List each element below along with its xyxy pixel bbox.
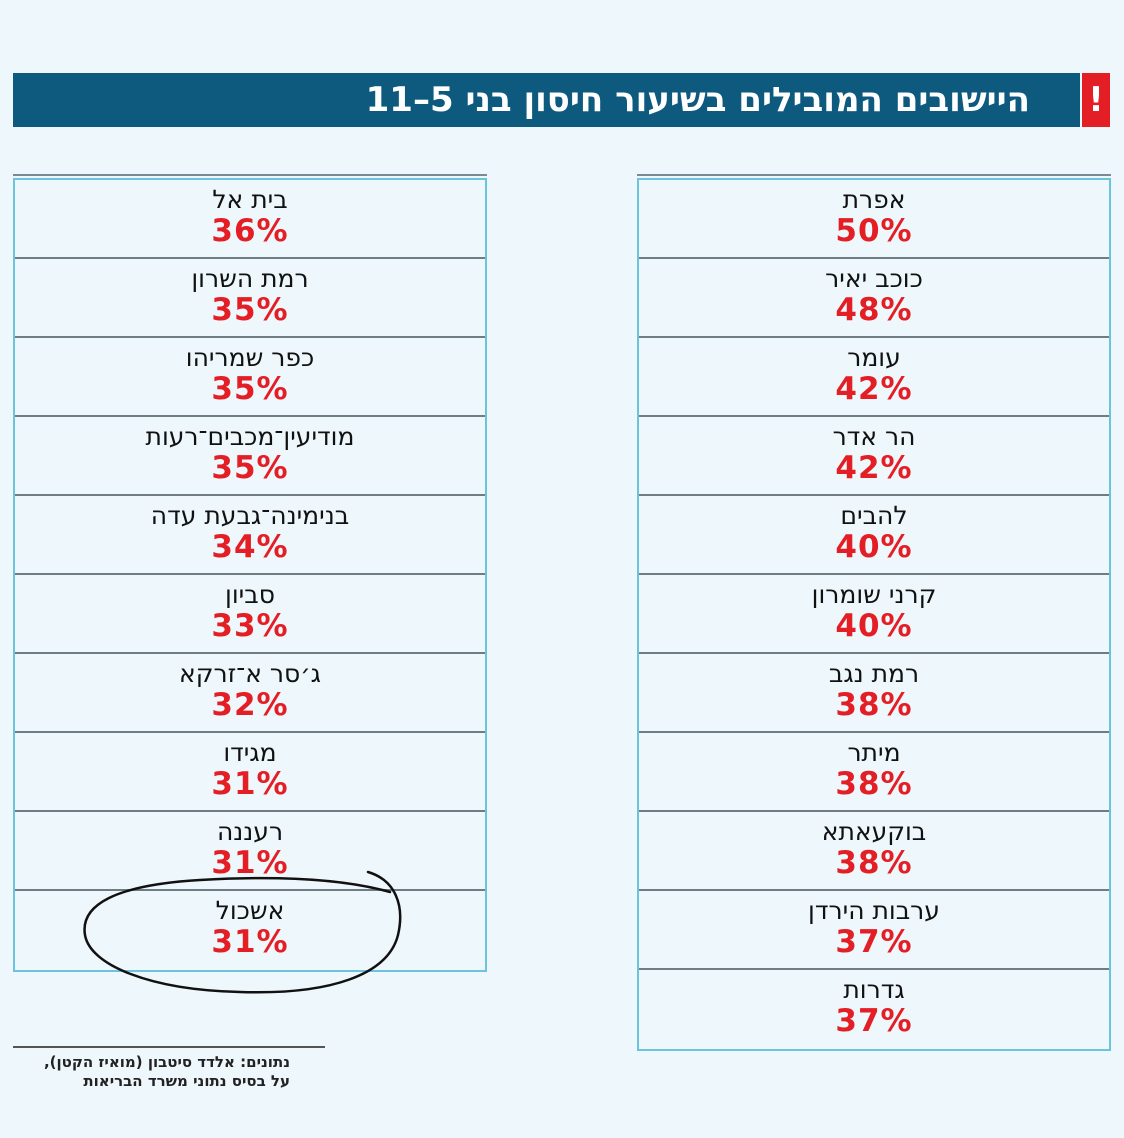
table-row: בית אל 36% xyxy=(15,180,485,259)
table-row: ג׳סר א־זרקא 32% xyxy=(15,654,485,733)
vaccination-rate: 42% xyxy=(835,371,913,407)
vaccination-rate: 31% xyxy=(211,924,289,960)
table-row: הר אדר 42% xyxy=(639,417,1109,496)
table-row: עומר 42% xyxy=(639,338,1109,417)
source-line: על בסיס נתוני משרד הבריאות xyxy=(83,1072,290,1090)
table-row: רמת נגב 38% xyxy=(639,654,1109,733)
locality-name: בית אל xyxy=(212,185,288,214)
locality-name: מיתר xyxy=(847,738,901,767)
vaccination-rate: 32% xyxy=(211,687,289,723)
table-row: כוכב יאיר 48% xyxy=(639,259,1109,338)
vaccination-rate: 37% xyxy=(835,924,913,960)
vaccination-rate: 48% xyxy=(835,292,913,328)
left-table: בית אל 36% רמת השרון 35% כפר שמריהו 35% מודיעי… xyxy=(13,174,487,972)
locality-name: קרני שומרון xyxy=(811,580,937,609)
table-row: ערבות הירדן 37% xyxy=(639,891,1109,970)
locality-name: בנימינה־גבעת עדה xyxy=(150,501,350,530)
table-row: מגידו 31% xyxy=(15,733,485,812)
table-row: מיתר 38% xyxy=(639,733,1109,812)
table-row: מודיעין־מכבים־רעות 35% xyxy=(15,417,485,496)
vaccination-rate: 35% xyxy=(211,371,289,407)
table-row: בנימינה־גבעת עדה 34% xyxy=(15,496,485,575)
locality-name: הר אדר xyxy=(832,422,916,451)
vaccination-rate: 38% xyxy=(835,687,913,723)
vaccination-rate: 34% xyxy=(211,529,289,565)
locality-name: סביון xyxy=(225,580,275,609)
vaccination-rate: 31% xyxy=(211,766,289,802)
vaccination-rate: 33% xyxy=(211,608,289,644)
locality-name: אפרת xyxy=(842,185,906,214)
table-row: להבים 40% xyxy=(639,496,1109,575)
table-row: בוקעאתא 38% xyxy=(639,812,1109,891)
right-table: אפרת 50% כוכב יאיר 48% עומר 42% הר אדר 42% להבים… xyxy=(637,174,1111,1051)
table-row: גדרות 37% xyxy=(639,970,1109,1049)
header-title: היישובים המובילים בשיעור חיסון בני 5–11 xyxy=(13,73,1080,127)
vaccination-rate: 38% xyxy=(835,766,913,802)
locality-name: ג׳סר א־זרקא xyxy=(179,659,321,688)
alert-icon: ! xyxy=(1082,73,1110,127)
vaccination-rate: 42% xyxy=(835,450,913,486)
vaccination-rate: 38% xyxy=(835,845,913,881)
vaccination-rate: 37% xyxy=(835,1003,913,1039)
locality-name: אשכול xyxy=(215,896,285,925)
locality-name: מודיעין־מכבים־רעות xyxy=(145,422,355,451)
locality-name: רמת נגב xyxy=(828,659,920,688)
table-row: קרני שומרון 40% xyxy=(639,575,1109,654)
vaccination-rate: 40% xyxy=(835,529,913,565)
table-row: סביון 33% xyxy=(15,575,485,654)
source-note: נתונים: אלדד סיטבון (מואיז הקטן), על בסי… xyxy=(13,1046,325,1091)
locality-name: בוקעאתא xyxy=(821,817,927,846)
vaccination-rate: 40% xyxy=(835,608,913,644)
table-row: רמת השרון 35% xyxy=(15,259,485,338)
table-row: רעננה 31% xyxy=(15,812,485,891)
locality-name: עומר xyxy=(847,343,901,372)
table-row: כפר שמריהו 35% xyxy=(15,338,485,417)
vaccination-rate: 35% xyxy=(211,450,289,486)
table-row: אשכול 31% xyxy=(15,891,485,970)
locality-name: להבים xyxy=(840,501,908,530)
vaccination-rate: 36% xyxy=(211,213,289,249)
locality-name: כוכב יאיר xyxy=(825,264,923,293)
vaccination-rate: 50% xyxy=(835,213,913,249)
vaccination-rate: 31% xyxy=(211,845,289,881)
source-line: נתונים: אלדד סיטבון (מואיז הקטן), xyxy=(43,1053,290,1071)
vaccination-rate: 35% xyxy=(211,292,289,328)
locality-name: רעננה xyxy=(216,817,284,846)
locality-name: מגידו xyxy=(223,738,277,767)
locality-name: רמת השרון xyxy=(191,264,309,293)
locality-name: גדרות xyxy=(843,975,905,1004)
locality-name: ערבות הירדן xyxy=(808,896,940,925)
locality-name: כפר שמריהו xyxy=(185,343,315,372)
table-row: אפרת 50% xyxy=(639,180,1109,259)
